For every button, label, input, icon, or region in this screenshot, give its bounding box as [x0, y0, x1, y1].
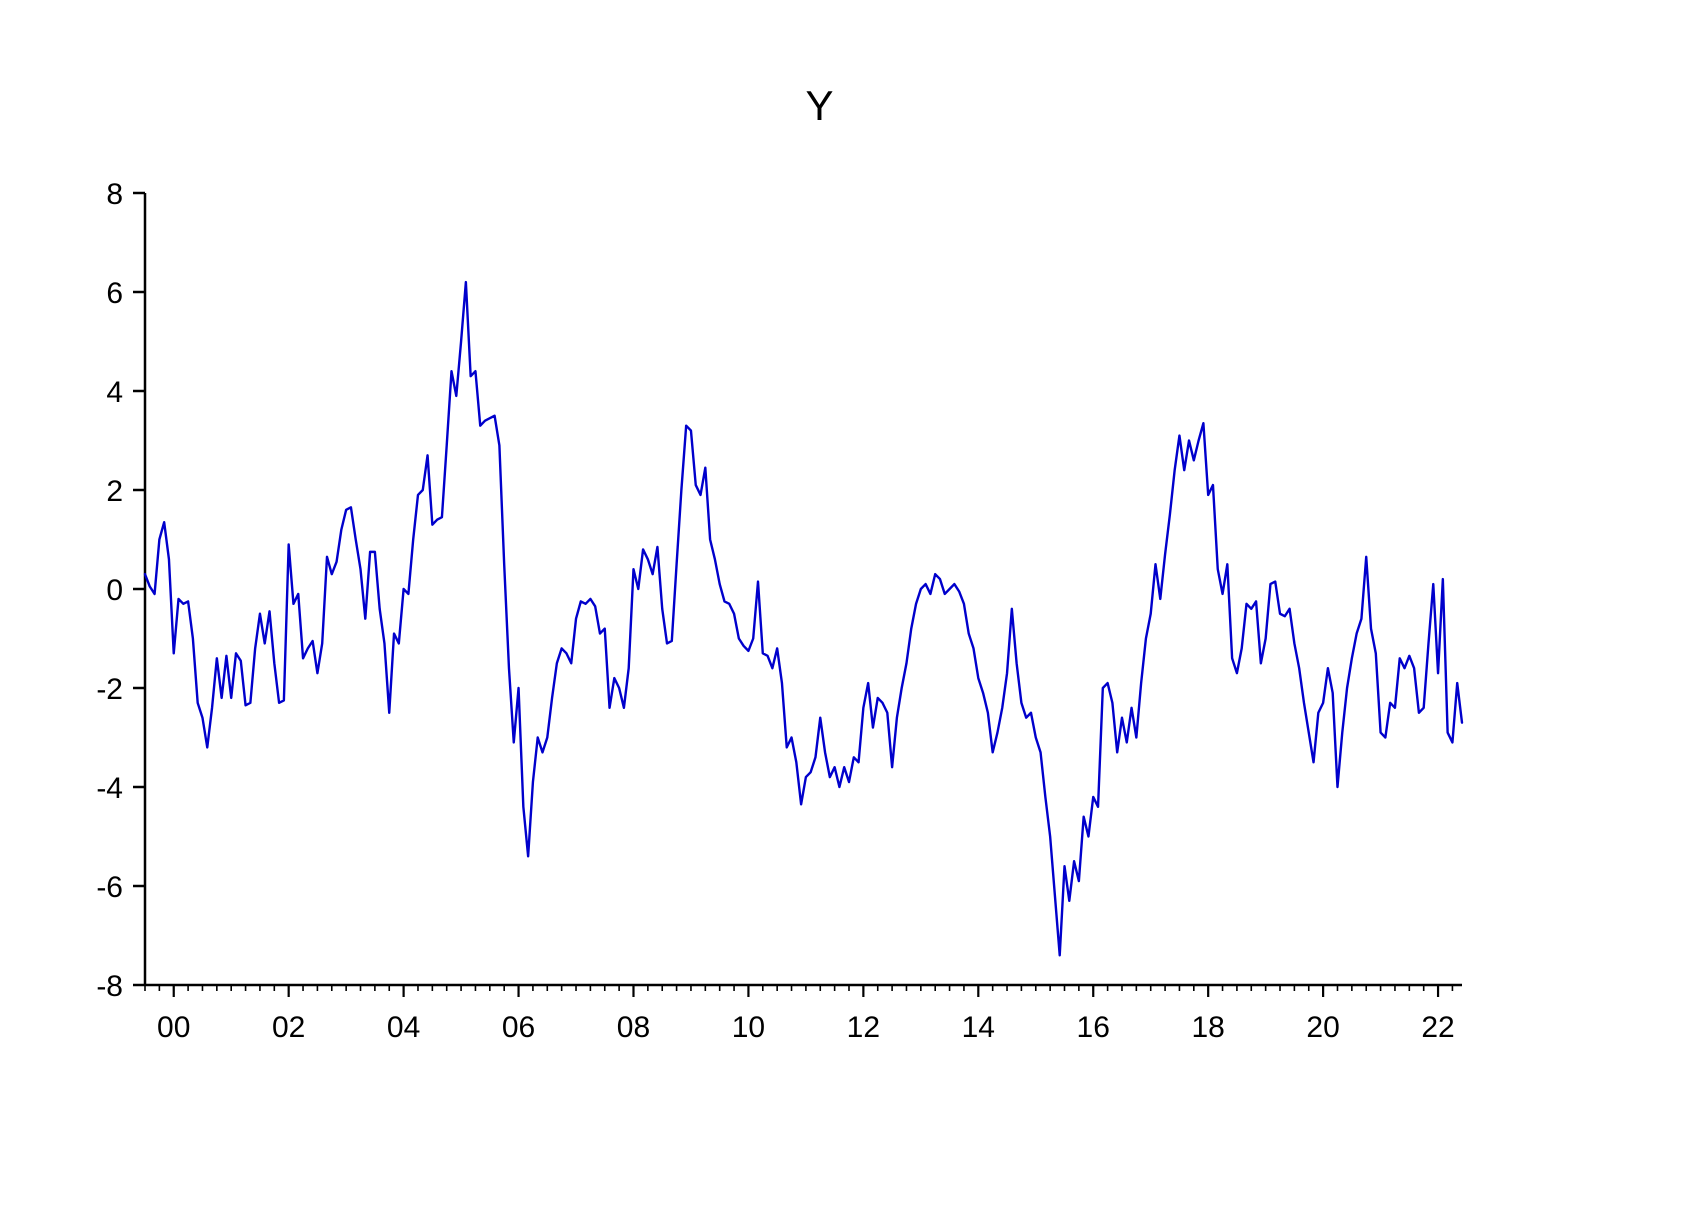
x-axis-tick-label: 20 [1306, 1011, 1339, 1044]
x-axis-tick-label: 06 [502, 1011, 535, 1044]
x-axis-tick-label: 14 [962, 1011, 995, 1044]
x-axis-tick-label: 08 [617, 1011, 650, 1044]
x-axis-tick-label: 04 [387, 1011, 420, 1044]
y-axis-tick-label: -8 [96, 970, 123, 1003]
chart-title: Y [805, 82, 835, 129]
y-axis-tick-label: 6 [106, 277, 123, 310]
x-axis-tick-label: 18 [1191, 1011, 1224, 1044]
x-axis-tick-label: 02 [272, 1011, 305, 1044]
series-line-Y [143, 280, 1464, 957]
y-axis-tick-label: -4 [96, 772, 123, 805]
y-axis-tick-label: -6 [96, 871, 123, 904]
y-axis-tick-label: 8 [106, 178, 123, 211]
x-axis-tick-label: 22 [1421, 1011, 1454, 1044]
y-axis-tick-label: 4 [106, 376, 123, 409]
x-axis-tick-label: 10 [732, 1011, 765, 1044]
y-axis-tick-label: 2 [106, 475, 123, 508]
x-axis-tick-label: 16 [1077, 1011, 1110, 1044]
x-axis-tick-label: 12 [847, 1011, 880, 1044]
x-axis-tick-label: 00 [157, 1011, 190, 1044]
y-axis-tick-label: 0 [106, 574, 123, 607]
y-axis-tick-label: -2 [96, 673, 123, 706]
